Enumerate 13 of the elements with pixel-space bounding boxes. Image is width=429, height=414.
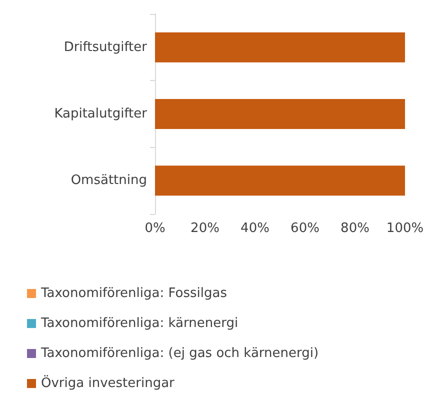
y-tick-label: Kapitalutgifter (54, 106, 148, 122)
legend-label: Taxonomiförenliga: kärnenergi (40, 316, 238, 331)
y-tick-label: Driftsutgifter (64, 40, 148, 55)
legend-label: Taxonomiförenliga: Fossilgas (40, 286, 228, 301)
x-tick-label: 100% (386, 221, 424, 236)
legend-label: Taxonomiförenliga: (ej gas och kärnenergi) (40, 346, 319, 361)
x-tick-label: 0% (144, 221, 166, 236)
x-tick-label: 40% (240, 221, 270, 236)
x-tick-label: 80% (340, 221, 370, 236)
y-tick-label: Omsättning (70, 173, 147, 188)
x-tick-label: 60% (290, 221, 320, 236)
x-tick-label: 20% (190, 221, 220, 236)
legend-label: Övriga investeringar (41, 375, 176, 391)
